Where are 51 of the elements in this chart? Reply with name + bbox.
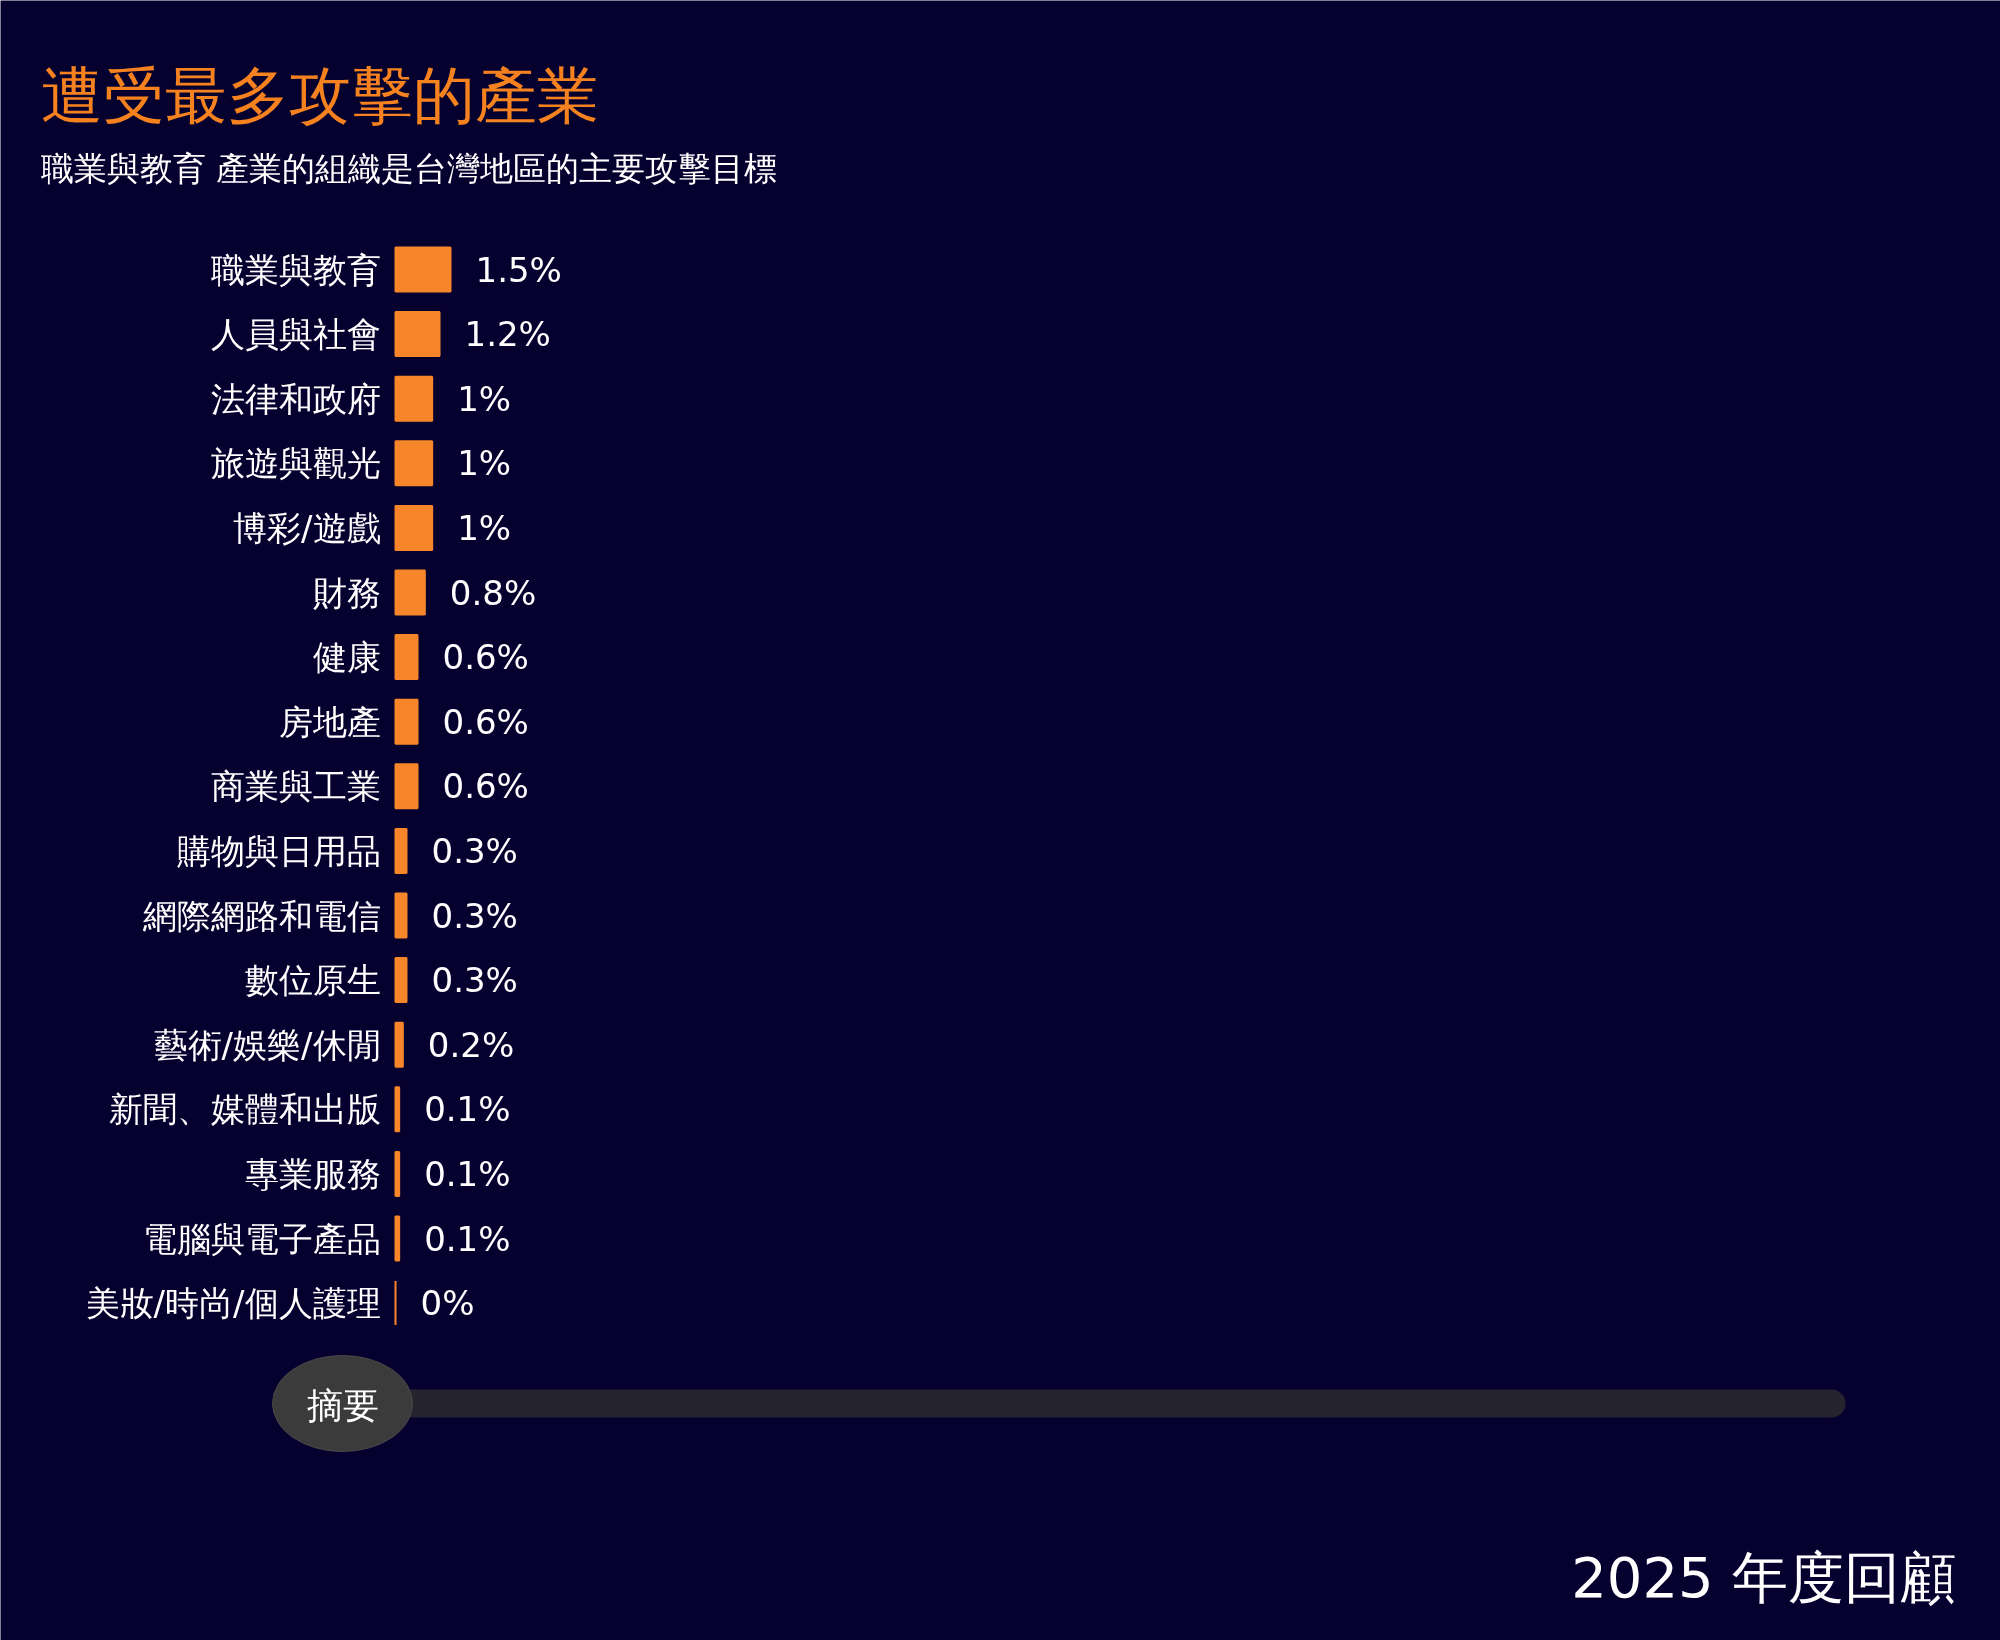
y-tick-label: 旅遊與觀光	[210, 443, 381, 484]
y-tick-label: 人員與社會	[210, 314, 381, 355]
y-tick-label: 網際網路和電信	[141, 895, 381, 936]
data-label: 0%	[420, 1283, 475, 1324]
bar	[394, 763, 419, 810]
data-label: 0.3%	[431, 960, 518, 1001]
bar	[394, 440, 434, 487]
data-label: 0.1%	[424, 1153, 511, 1194]
data-label: 0.3%	[431, 830, 518, 871]
y-tick-label: 專業服務	[244, 1153, 381, 1194]
chart-title: 遭受最多攻擊的產業	[40, 59, 599, 132]
data-label: 0.2%	[427, 1024, 515, 1065]
data-label: 1%	[457, 507, 512, 548]
bar	[394, 375, 434, 422]
bar	[394, 1021, 404, 1068]
text: 摘要	[306, 1385, 379, 1426]
bar	[394, 957, 408, 1004]
bar	[394, 504, 434, 551]
y-tick-label: 房地產	[278, 701, 381, 742]
bar	[394, 246, 452, 293]
data-label: 1%	[457, 443, 512, 484]
bar	[394, 698, 419, 745]
y-tick-label: 法律和政府	[210, 378, 381, 419]
y-tick-label: 財務	[312, 572, 381, 613]
bar	[394, 827, 408, 874]
chart-subtitle: 職業與教育 產業的組織是台灣地區的主要攻擊目標	[40, 149, 777, 188]
y-tick-label: 健康	[312, 637, 381, 678]
data-label: 1.5%	[475, 249, 562, 290]
data-label: 0.1%	[424, 1089, 511, 1130]
y-tick-label: 購物與日用品	[176, 830, 381, 871]
data-label: 0.6%	[442, 637, 529, 678]
text: 2025 年度回顧	[1571, 1545, 1956, 1610]
bar	[394, 634, 419, 681]
y-tick-label: 職業與教育	[210, 249, 381, 290]
y-tick-label: 數位原生	[244, 960, 381, 1001]
bar	[394, 892, 408, 939]
data-label: 1%	[457, 378, 512, 419]
y-tick-label: 美妝/時尚/個人護理	[85, 1283, 381, 1324]
data-label: 0.3%	[431, 895, 518, 936]
data-label: 0.6%	[442, 766, 529, 807]
bar	[394, 569, 426, 616]
data-label: 1.2%	[464, 314, 551, 355]
data-label: 0.8%	[449, 572, 537, 613]
y-tick-label: 電腦與電子產品	[142, 1218, 381, 1259]
y-tick-label: 新聞、媒體和出版	[108, 1089, 381, 1130]
data-label: 0.6%	[442, 701, 529, 742]
y-tick-label: 博彩/遊戲	[233, 507, 381, 548]
y-tick-label: 藝術/娛樂/休閒	[153, 1024, 381, 1065]
data-label: 0.1%	[424, 1218, 511, 1259]
bar	[394, 311, 441, 358]
y-tick-label: 商業與工業	[210, 766, 381, 807]
